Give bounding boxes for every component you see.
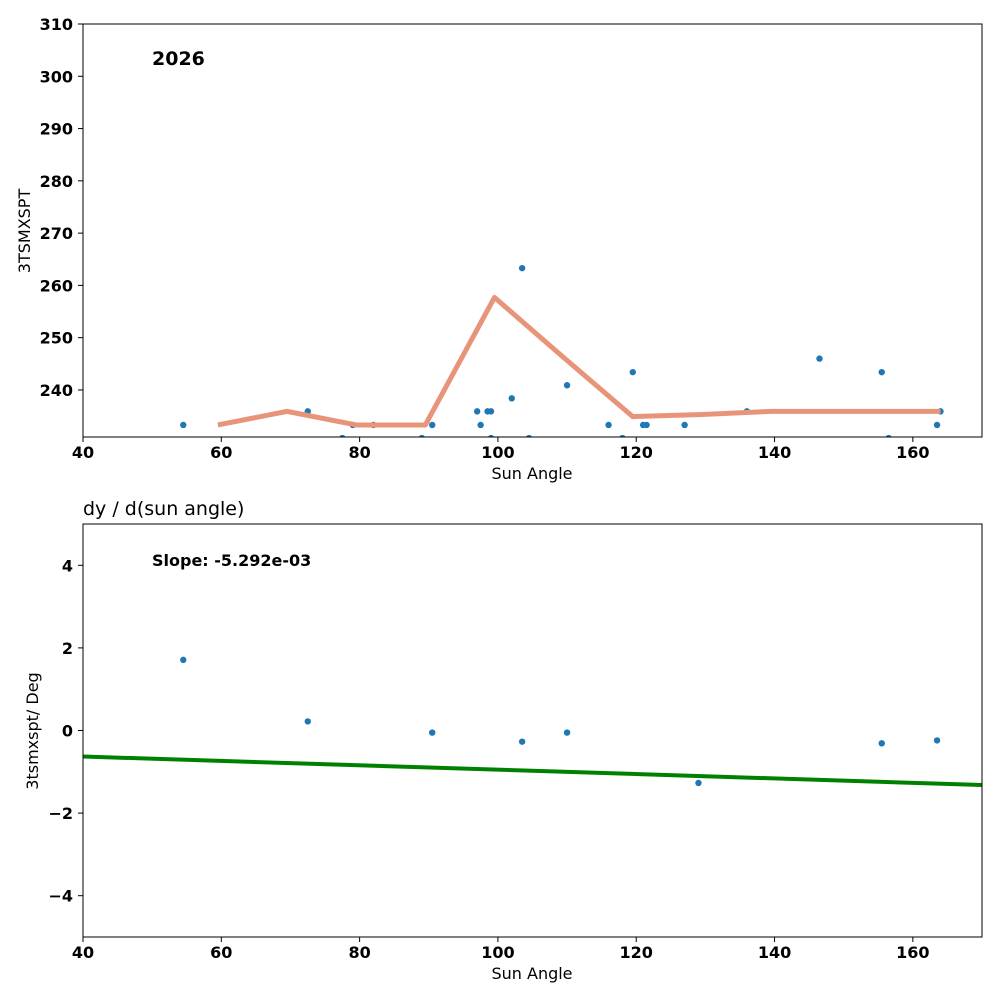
top-data-point [605, 421, 612, 429]
top-data-point [816, 355, 823, 362]
bottom-panel: 40 60 80 100 120 140 160 −4 −2 0 2 4 dy / d(sun ang… [23, 498, 983, 983]
bottom-y-tick-label: 4 [62, 556, 73, 575]
bottom-x-tick-label: 40 [72, 943, 94, 962]
top-y-tick-label: 240 [40, 381, 73, 400]
top-data-point [429, 421, 436, 429]
top-data-point [629, 368, 636, 376]
top-data-point [477, 421, 484, 429]
top-y-tick-label: 250 [40, 329, 73, 348]
top-data-point [418, 434, 425, 437]
top-data-point [563, 382, 571, 389]
bottom-x-tick-label: 80 [348, 943, 370, 962]
bottom-y-tick-label: −4 [48, 887, 73, 906]
top-x-tick-label: 40 [72, 443, 94, 462]
top-x-tick-label: 120 [620, 443, 653, 462]
bottom-x-tick-label: 100 [481, 943, 514, 962]
top-y-tick-label: 260 [40, 276, 73, 295]
bottom-x-tick-label: 60 [210, 943, 232, 962]
bottom-data-point [180, 656, 187, 664]
top-data-point [933, 421, 941, 429]
top-year-annotation: 2026 [152, 48, 205, 70]
top-data-point [339, 434, 346, 437]
slope-annotation: Slope: -5.292e-03 [152, 551, 311, 570]
bottom-y-axis-label: 3tsmxspt/ Deg [23, 672, 42, 789]
bottom-data-point [304, 718, 311, 725]
bottom-x-axis-label: Sun Angle [491, 964, 572, 983]
bottom-series-line [83, 754, 982, 788]
top-data-point [878, 368, 885, 376]
top-data-point [643, 421, 650, 429]
top-series-line [217, 294, 941, 428]
top-x-axis-label: Sun Angle [491, 464, 572, 483]
bottom-x-tick-label: 160 [896, 943, 929, 962]
top-data-point [180, 421, 187, 429]
top-data-point [508, 395, 515, 402]
top-y-axis-label: 3TSMXSPT [15, 189, 34, 274]
top-data-point [526, 434, 533, 437]
bottom-data-point [878, 740, 885, 747]
bottom-data-point [563, 729, 571, 736]
bottom-x-tick-label: 120 [620, 943, 653, 962]
top-data-point [619, 434, 626, 437]
top-data-point [487, 408, 495, 415]
bottom-data-point [518, 738, 526, 745]
bottom-data-point [429, 729, 436, 736]
top-y-tick-label: 310 [40, 15, 73, 34]
bottom-x-tick-label: 140 [758, 943, 791, 962]
bottom-y-tick-label: −2 [48, 804, 73, 823]
bottom-y-tick-label: 2 [62, 639, 73, 658]
bottom-data-point [933, 737, 941, 744]
top-x-tick-label: 80 [348, 443, 370, 462]
bottom-y-tick-label: 0 [62, 722, 73, 741]
top-data-point [518, 264, 526, 272]
top-x-tick-label: 60 [210, 443, 232, 462]
top-y-tick-label: 290 [40, 120, 73, 139]
top-y-tick-label: 270 [40, 224, 73, 243]
top-data-point [885, 434, 892, 437]
top-y-tick-label: 300 [40, 67, 73, 86]
top-data-point [473, 408, 481, 415]
top-x-tick-label: 160 [896, 443, 929, 462]
top-x-tick-label: 140 [758, 443, 791, 462]
top-plot-frame [82, 23, 983, 438]
bottom-panel-title: dy / d(sun angle) [83, 498, 244, 520]
top-y-tick-label: 280 [40, 172, 73, 191]
bottom-data-point [695, 779, 702, 787]
top-data-point [487, 434, 495, 437]
top-x-tick-label: 100 [481, 443, 514, 462]
top-panel: 40 60 80 100 120 140 160 240 250 260 270 280 290 300 3… [15, 15, 983, 483]
top-data-point [681, 421, 688, 429]
